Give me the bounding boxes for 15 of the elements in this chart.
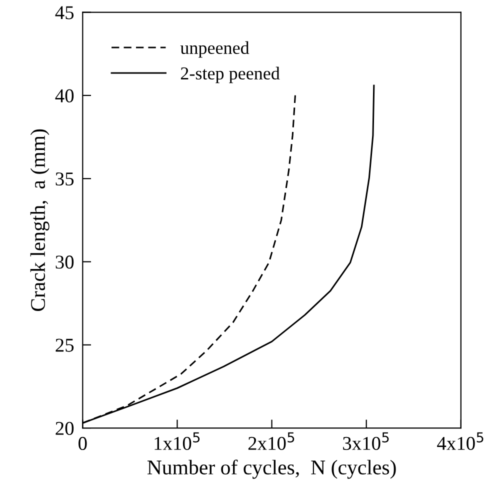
x-tick-label: 4x10$^{5}$ [437, 432, 484, 450]
x-tick-label: 3x10$^{5}$ [343, 432, 389, 450]
legend-label: unpeened [180, 41, 250, 58]
y-tick-label: 45 [55, 6, 74, 20]
x-tick-label: 0 [78, 436, 87, 450]
y-tick-label: 30 [56, 256, 74, 269]
x-axis-title: Number of cycles, N (cycles) [147, 460, 396, 479]
y-tick-label: 35 [56, 172, 74, 186]
y-tick-label: 20 [56, 422, 74, 435]
legend-label: 2-step peened [180, 66, 280, 84]
x-tick-label: 2x10$^{5}$ [248, 432, 294, 450]
y-axis-title: Crack length, a (mm) [30, 129, 50, 312]
x-tick-label: 1x10$^{5}$ [154, 432, 200, 450]
y-tick-label: 25 [56, 338, 74, 352]
y-tick-label: 40 [55, 89, 74, 102]
